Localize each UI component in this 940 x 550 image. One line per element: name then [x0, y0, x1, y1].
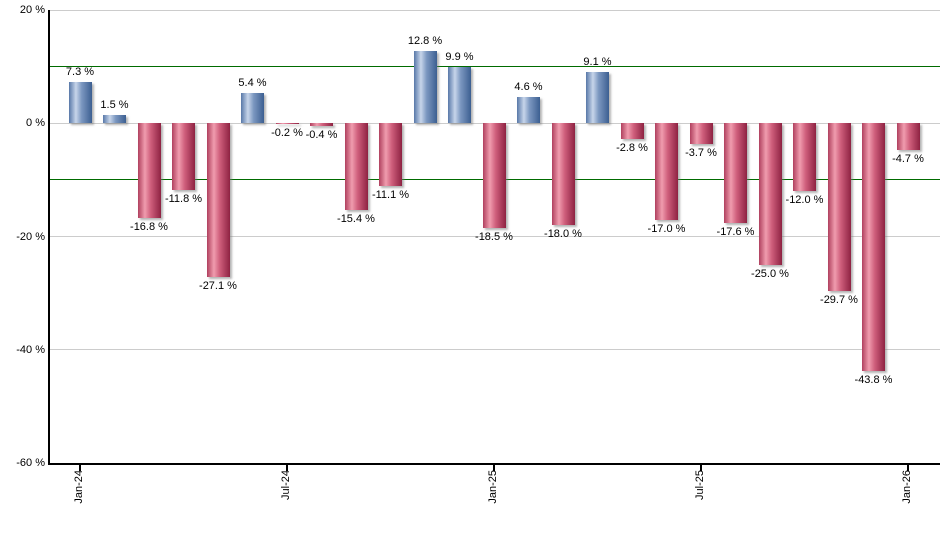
bar	[68, 81, 92, 124]
x-axis-tick	[493, 465, 495, 471]
bar	[379, 123, 402, 187]
bar-value-label: 4.6 %	[514, 81, 543, 94]
y-axis-tick-label: -60 %	[16, 457, 45, 469]
bar	[275, 123, 299, 125]
bar-value-label: -11.1 %	[371, 189, 410, 202]
gridline	[49, 9, 940, 11]
bar	[172, 123, 195, 191]
bar	[689, 123, 713, 145]
bar	[206, 123, 230, 277]
y-axis-tick-label: -20 %	[16, 230, 45, 243]
bar	[241, 92, 264, 124]
bar	[586, 71, 609, 124]
bar	[793, 123, 816, 192]
y-axis-tick-label: 20 %	[19, 4, 45, 16]
bar	[827, 123, 851, 292]
bar-value-label: -15.4 %	[337, 213, 375, 226]
gridline	[49, 349, 940, 351]
bar-value-label: -27.1 %	[199, 279, 237, 292]
bar-value-label: -16.8 %	[130, 221, 168, 234]
bar-value-label: 5.4 %	[238, 76, 267, 89]
x-axis-tick-label: Jul-24	[280, 470, 292, 500]
x-axis-tick	[79, 465, 81, 471]
bar-value-label: -25.0 %	[751, 267, 789, 280]
bar-value-label: 1.5 %	[100, 98, 129, 111]
x-axis-tick	[700, 465, 702, 471]
bar-value-label: -17.6 %	[716, 225, 755, 238]
bar-value-label: -18.0 %	[544, 228, 582, 241]
y-axis-line	[48, 10, 50, 465]
bar	[310, 123, 333, 126]
bar	[413, 50, 437, 124]
bar-value-label: 9.9 %	[445, 51, 474, 64]
bar	[551, 123, 575, 226]
x-axis-tick-label: Jan-26	[901, 470, 913, 504]
bar-value-label: -3.7 %	[685, 147, 717, 160]
bar-value-label: -18.5 %	[475, 231, 513, 243]
bar-value-label: -12.0 %	[785, 194, 824, 207]
bar-value-label: -0.4 %	[305, 128, 338, 141]
bar	[103, 114, 126, 124]
x-axis-tick	[286, 465, 288, 471]
bar	[655, 123, 678, 220]
y-axis-tick-label: -40 %	[16, 343, 45, 356]
reference-line	[49, 66, 940, 68]
bar	[448, 67, 471, 124]
x-axis-tick-label: Jan-24	[73, 470, 85, 504]
bar	[620, 123, 644, 140]
x-axis-line	[48, 463, 940, 465]
bar-value-label: 12.8 %	[407, 34, 443, 47]
bar-value-label: -0.2 %	[271, 127, 303, 140]
bar	[482, 123, 506, 228]
bar	[758, 123, 782, 265]
bar-value-label: -2.8 %	[616, 142, 648, 155]
gridline	[49, 236, 940, 237]
bar-value-label: -29.7 %	[820, 294, 858, 307]
bar	[896, 123, 920, 150]
bar-value-label: 9.1 %	[583, 55, 612, 68]
bar	[344, 123, 368, 211]
bar	[137, 123, 161, 219]
bar-value-label: -17.0 %	[647, 222, 686, 235]
x-axis-tick-label: Jul-25	[694, 470, 706, 500]
x-axis-tick	[907, 465, 909, 471]
bar	[862, 123, 885, 372]
bar	[724, 123, 747, 223]
bar-value-label: -4.7 %	[892, 152, 924, 165]
bar-value-label: 7.3 %	[65, 65, 95, 78]
y-axis-tick-label: 0 %	[26, 117, 45, 130]
x-axis-tick-label: Jan-25	[487, 470, 499, 504]
bar-value-label: -11.8 %	[164, 193, 203, 206]
bar-value-label: -43.8 %	[854, 374, 893, 387]
bar	[517, 97, 540, 124]
